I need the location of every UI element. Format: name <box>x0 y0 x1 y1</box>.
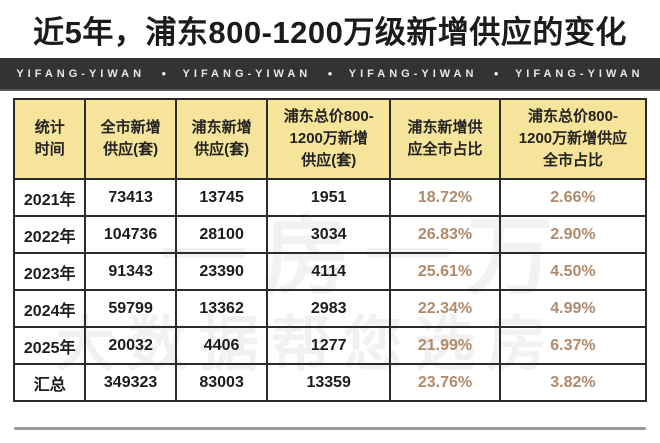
cell-count: 104736 <box>84 215 177 254</box>
cell-percent: 4.50% <box>498 252 648 291</box>
table-row: 2023年 91343 23390 4114 25.61% 4.50% <box>12 252 648 291</box>
table-row: 2021年 73413 13745 1951 18.72% 2.66% <box>12 178 648 217</box>
cell-period: 汇总 <box>12 363 87 402</box>
supply-table: 统计 时间 全市新增 供应(套) 浦东新增 供应(套) 浦东总价800- 120… <box>12 98 648 402</box>
cell-percent: 18.72% <box>389 178 501 217</box>
brand-banner: YIFANG-YIWAN ● YIFANG-YIWAN ● YIFANG-YIWAN ● Y… <box>0 58 660 91</box>
table-row: 2025年 20032 4406 1277 21.99% 6.37% <box>12 326 648 365</box>
separator-dot-icon: ● <box>161 69 167 78</box>
table-row: 2024年 59799 13362 2983 22.34% 4.99% <box>12 289 648 328</box>
brand-text: YIFANG-YIWAN <box>182 67 312 80</box>
cell-count: 91343 <box>84 252 177 291</box>
cell-count: 59799 <box>84 289 177 328</box>
cell-count: 20032 <box>84 326 177 365</box>
cell-percent: 25.61% <box>389 252 501 291</box>
cell-count: 13359 <box>266 363 391 402</box>
cell-count: 4406 <box>174 326 269 365</box>
separator-dot-icon: ● <box>327 69 333 78</box>
brand-text: YIFANG-YIWAN <box>16 67 146 80</box>
cell-percent: 22.34% <box>389 289 501 328</box>
col-header-pudong-share: 浦东新增供 应全市占比 <box>389 98 501 180</box>
bottom-divider <box>14 427 646 430</box>
cell-count: 4114 <box>266 252 391 291</box>
cell-count: 1277 <box>266 326 391 365</box>
table-header-row: 统计 时间 全市新增 供应(套) 浦东新增 供应(套) 浦东总价800- 120… <box>12 98 648 180</box>
cell-percent: 2.66% <box>498 178 648 217</box>
cell-percent: 21.99% <box>389 326 501 365</box>
table-body: 2021年 73413 13745 1951 18.72% 2.66% 2022年 10473… <box>12 178 648 402</box>
separator-dot-icon: ● <box>493 69 499 78</box>
col-header-pudong-8to12m-share: 浦东总价800- 1200万新增供应 全市占比 <box>498 98 648 180</box>
cell-count: 23390 <box>174 252 269 291</box>
cell-count: 13745 <box>174 178 269 217</box>
cell-percent: 23.76% <box>389 363 501 402</box>
cell-count: 28100 <box>174 215 269 254</box>
col-header-pudong-8to12m-supply: 浦东总价800- 1200万新增 供应(套) <box>266 98 391 180</box>
col-header-period: 统计 时间 <box>12 98 87 180</box>
cell-count: 1951 <box>266 178 391 217</box>
cell-period: 2023年 <box>12 252 87 291</box>
cell-period: 2025年 <box>12 326 87 365</box>
cell-count: 349323 <box>84 363 177 402</box>
cell-count: 13362 <box>174 289 269 328</box>
cell-period: 2021年 <box>12 178 87 217</box>
cell-percent: 2.90% <box>498 215 648 254</box>
cell-count: 2983 <box>266 289 391 328</box>
cell-percent: 4.99% <box>498 289 648 328</box>
page-title: 近5年，浦东800-1200万级新增供应的变化 <box>33 14 627 50</box>
supply-table-wrap: 一房一万 大数据帮您选房 统计 时间 全市新增 供应(套) 浦东新增 供应(套)… <box>12 98 648 402</box>
brand-text: YIFANG-YIWAN <box>514 67 644 80</box>
cell-percent: 6.37% <box>498 326 648 365</box>
cell-count: 73413 <box>84 178 177 217</box>
cell-period: 2024年 <box>12 289 87 328</box>
col-header-pudong-supply: 浦东新增 供应(套) <box>174 98 269 180</box>
cell-percent: 3.82% <box>498 363 648 402</box>
cell-percent: 26.83% <box>389 215 501 254</box>
cell-count: 3034 <box>266 215 391 254</box>
cell-period: 2022年 <box>12 215 87 254</box>
cell-count: 83003 <box>174 363 269 402</box>
brand-text: YIFANG-YIWAN <box>348 67 478 80</box>
table-row: 汇总 349323 83003 13359 23.76% 3.82% <box>12 363 648 402</box>
table-row: 2022年 104736 28100 3034 26.83% 2.90% <box>12 215 648 254</box>
col-header-city-supply: 全市新增 供应(套) <box>84 98 177 180</box>
